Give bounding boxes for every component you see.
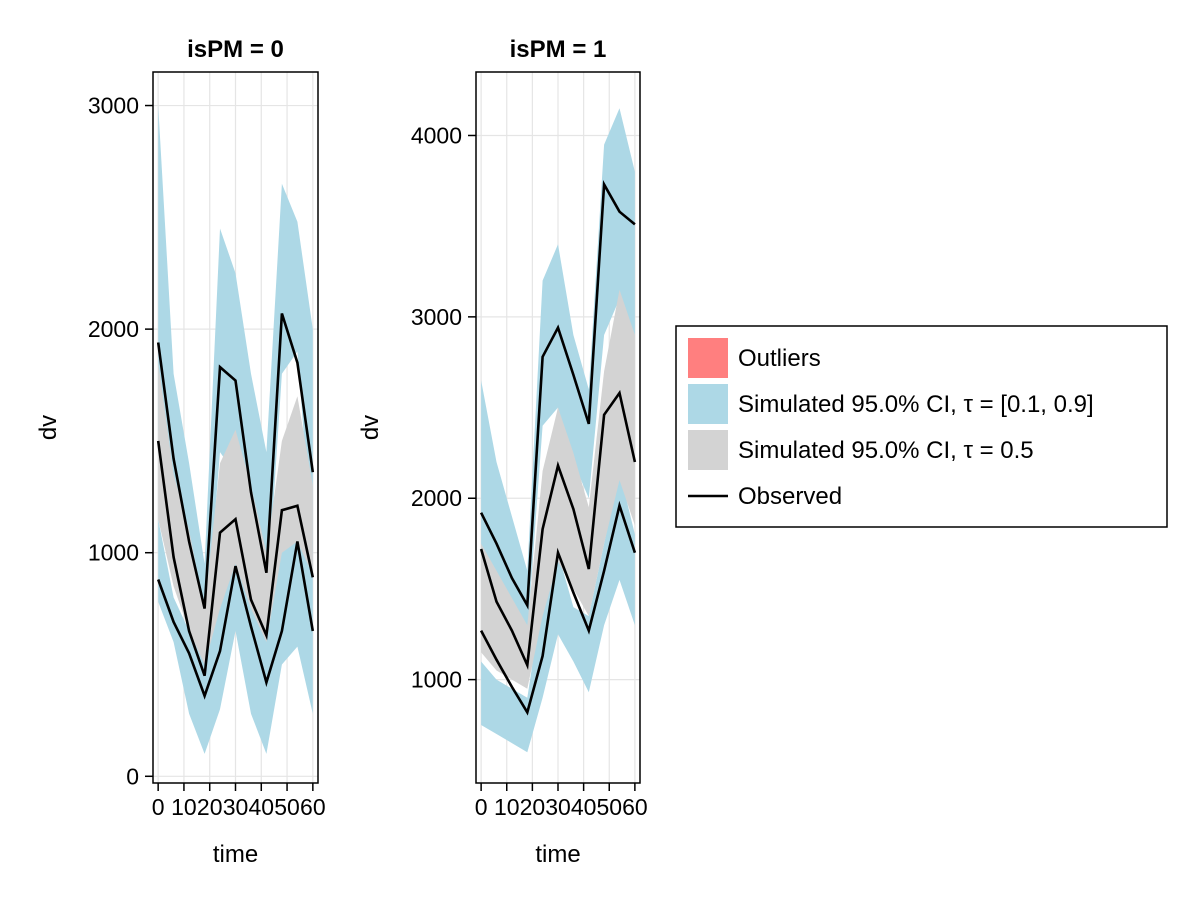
- x-tick-label: 0: [475, 794, 488, 820]
- legend-swatch-1: [688, 384, 728, 424]
- ci-band-0: [158, 105, 313, 643]
- legend-label-0: Outliers: [738, 345, 821, 372]
- y-axis-label: dv: [357, 415, 384, 440]
- x-axis-label: time: [213, 841, 258, 868]
- x-tick-label: 40: [248, 794, 274, 820]
- y-tick-label: 3000: [411, 304, 462, 330]
- legend-label-2: Simulated 95.0% CI, τ = 0.5: [738, 437, 1034, 464]
- observed-line-0: [156, 313, 315, 609]
- y-tick-label: 2000: [411, 485, 462, 511]
- y-tick-label: 3000: [88, 93, 139, 119]
- x-tick-label: 0: [152, 794, 165, 820]
- x-tick-label: 20: [197, 794, 223, 820]
- y-tick-label: 2000: [88, 316, 139, 342]
- legend-label-3: Observed: [738, 483, 842, 510]
- observed-line-2: [156, 541, 315, 700]
- ci-band-2: [481, 289, 635, 689]
- x-tick-label: 30: [545, 794, 571, 820]
- ci-band-2: [158, 362, 313, 665]
- x-tick-label: 10: [171, 794, 197, 820]
- panel-title: isPM = 1: [510, 36, 607, 63]
- y-tick-label: 4000: [411, 122, 462, 148]
- x-tick-label: 50: [596, 794, 622, 820]
- x-tick-label: 50: [274, 794, 300, 820]
- y-tick-label: 0: [126, 763, 139, 789]
- panel-title: isPM = 0: [187, 36, 284, 63]
- observed-line-1: [479, 389, 637, 670]
- panel-ispm-1: 0 10 20 30 40 50 60 1000 2000 3000 4000 isPM = 1 tim…: [357, 36, 648, 868]
- legend-frame: [675, 325, 1168, 528]
- y-tick-label: 1000: [411, 667, 462, 693]
- x-tick-label: 60: [622, 794, 648, 820]
- legend-swatch-2: [688, 430, 728, 470]
- x-tick-label: 10: [494, 794, 520, 820]
- observed-line-0: [479, 180, 636, 610]
- y-tick-label: 1000: [88, 540, 139, 566]
- observed-line-1: [156, 440, 315, 677]
- x-tick-label: 30: [223, 794, 249, 820]
- x-axis-label: time: [535, 841, 580, 868]
- ci-band-0: [481, 108, 635, 635]
- x-tick-label: 40: [571, 794, 597, 820]
- legend-label-1: Simulated 95.0% CI, τ = [0.1, 0.9]: [738, 391, 1094, 418]
- ci-band-1: [481, 471, 635, 753]
- y-axis-label: dv: [35, 415, 62, 440]
- x-tick-label: 60: [300, 794, 326, 820]
- observed-line-2: [479, 500, 637, 716]
- x-tick-label: 20: [520, 794, 546, 820]
- ci-band-1: [158, 485, 313, 754]
- legend: Outliers Simulated 95.0% CI, τ = [0.1, 0.…: [675, 325, 1168, 528]
- legend-swatch-0: [688, 338, 728, 378]
